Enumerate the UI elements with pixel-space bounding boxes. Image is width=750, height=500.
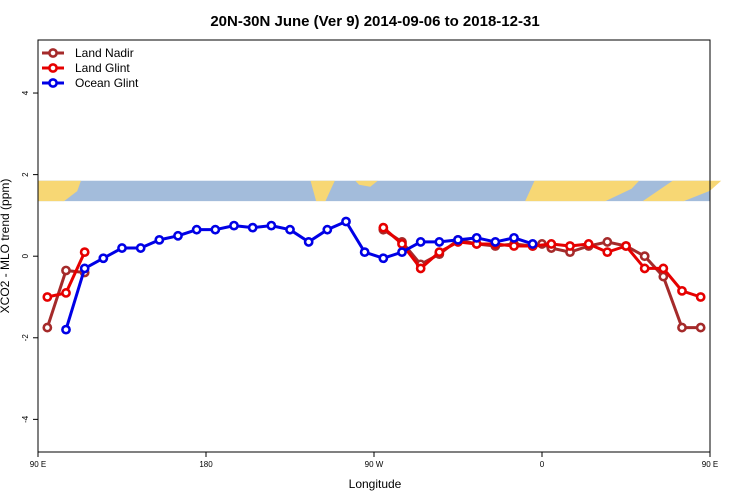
data-point (79, 247, 90, 258)
y-tick-label: 0 (21, 253, 30, 258)
data-point (98, 253, 109, 264)
series-line (45, 268, 85, 329)
map-land (355, 180, 378, 187)
data-point (658, 263, 669, 274)
data-point (434, 237, 445, 247)
data-point (210, 224, 221, 235)
series-line (64, 220, 534, 331)
series-layer (42, 216, 706, 335)
data-point (471, 232, 482, 243)
data-point (602, 247, 613, 258)
data-point (677, 285, 687, 296)
data-point (602, 237, 613, 247)
data-point (42, 322, 53, 333)
data-point (527, 239, 538, 249)
data-point (61, 288, 71, 298)
legend-label: Land Glint (75, 61, 130, 75)
data-point (247, 222, 258, 233)
data-point (658, 271, 669, 282)
data-point (490, 237, 501, 247)
series-line (382, 226, 702, 299)
data-point (117, 243, 127, 253)
data-point (639, 251, 650, 262)
data-point (639, 263, 650, 274)
data-point (583, 239, 594, 249)
data-point (453, 234, 463, 245)
y-tick-label: -4 (21, 415, 30, 423)
x-tick-label: 90 W (365, 460, 384, 469)
series-land-glint (42, 222, 706, 302)
x-tick-label: 180 (199, 460, 213, 469)
map-land (525, 180, 640, 202)
map-land (310, 180, 335, 202)
data-point (546, 239, 557, 249)
data-point (695, 322, 706, 333)
data-point (191, 224, 202, 235)
map-land (38, 180, 81, 202)
data-point (695, 292, 706, 302)
data-point (173, 230, 183, 241)
data-point (359, 247, 370, 258)
data-point (565, 241, 575, 251)
y-axis-label: XCO2 - MLO trend (ppm) (0, 179, 12, 314)
data-point (341, 216, 351, 227)
data-point (135, 243, 146, 253)
map-strip (38, 180, 722, 202)
data-point (397, 247, 407, 258)
legend-label: Ocean Glint (75, 76, 139, 90)
data-point (322, 224, 333, 235)
data-point (415, 263, 426, 274)
data-point (303, 237, 314, 247)
y-tick-label: 2 (21, 172, 30, 177)
y-tick-label: -2 (21, 334, 30, 342)
data-point (397, 239, 407, 249)
x-axis: 90 E 180 90 W 0 90 E (30, 452, 718, 469)
data-point (509, 232, 519, 243)
data-point (378, 222, 389, 233)
data-point (621, 241, 631, 251)
data-point (285, 224, 295, 235)
data-point (434, 247, 445, 258)
data-point (61, 265, 71, 276)
series-land-nadir (42, 224, 706, 333)
data-point (415, 237, 426, 247)
y-tick-label: 4 (21, 90, 30, 95)
legend-marker (48, 63, 58, 73)
x-tick-label: 0 (540, 460, 545, 469)
x-axis-label: Longitude (349, 477, 402, 491)
x-tick-label: 90 E (30, 460, 46, 469)
data-point (42, 292, 53, 302)
map-land (642, 180, 722, 202)
data-point (378, 253, 389, 264)
data-point (266, 220, 277, 231)
legend-marker (48, 78, 58, 88)
data-point (79, 263, 90, 274)
data-point (677, 322, 687, 333)
chart-title: 20N-30N June (Ver 9) 2014-09-06 to 2018-… (210, 13, 539, 30)
data-point (61, 324, 71, 335)
data-point (154, 234, 165, 245)
data-point (229, 220, 239, 231)
legend-marker (48, 48, 58, 58)
legend-label: Land Nadir (75, 46, 134, 60)
y-axis: -4 -2 0 2 4 (21, 90, 38, 423)
series-ocean-glint (61, 216, 538, 335)
data-point (509, 241, 519, 251)
x-tick-label: 90 E (702, 460, 718, 469)
